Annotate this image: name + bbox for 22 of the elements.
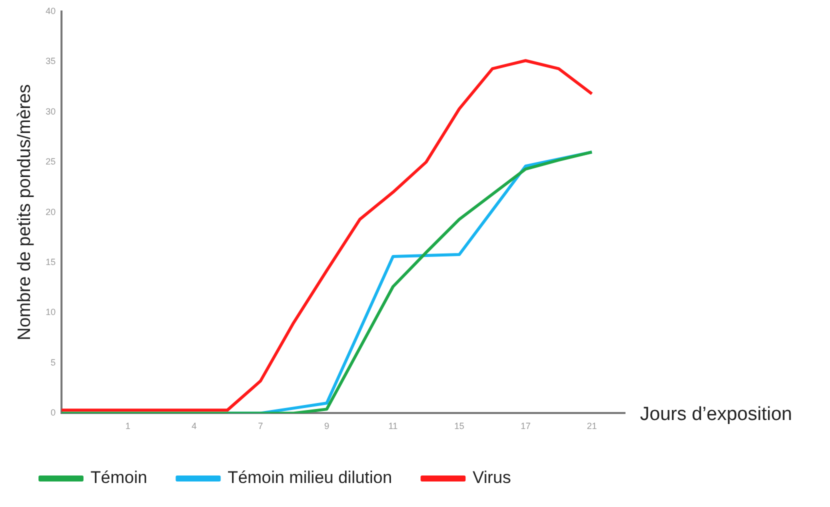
x-tick-label: 1 [125,421,130,432]
y-tick-label: 40 [46,6,56,16]
y-tick-label: 25 [46,156,56,167]
x-tick-label: 9 [324,421,330,432]
x-tick-label: 4 [192,421,197,432]
y-tick-label: 35 [46,56,56,66]
x-axis-title: Jours d’exposition [640,404,792,426]
y-axis-title: Nombre de petits pondus/mères [14,84,34,340]
x-tick-label: 15 [454,421,464,432]
x-tick-label: 11 [388,421,398,432]
y-tick-label: 0 [50,408,56,418]
y-tick-label: 15 [46,257,56,268]
y-tick-label: 5 [50,357,56,368]
y-tick-label: 30 [46,106,56,116]
x-tick-label: 17 [520,421,531,432]
legend-label: Virus [472,468,512,488]
x-tick-label: 21 [586,421,597,432]
y-tick-label: 10 [46,307,56,318]
x-tick-label: 7 [258,421,263,432]
legend-label: Témoin milieu dilution [228,468,392,488]
legend-label: Témoin [90,468,148,488]
y-tick-label: 20 [46,206,56,217]
